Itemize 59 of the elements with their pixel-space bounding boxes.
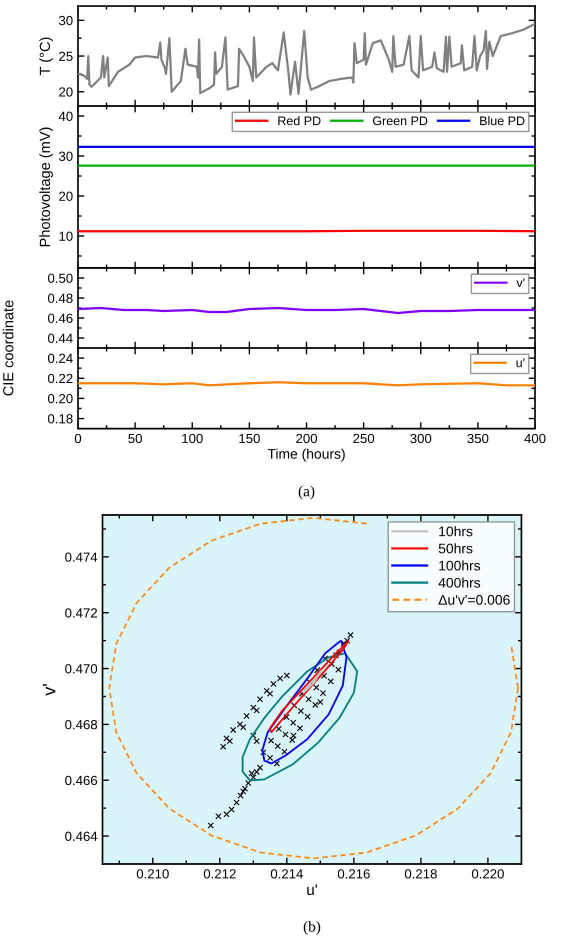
- y-tick-label: 30: [58, 16, 73, 26]
- x-tick-label: 300: [410, 434, 432, 444]
- y-tick-label: 0.18: [48, 414, 73, 424]
- x-tick-label: 150: [239, 434, 260, 444]
- x-tick-label: 350: [467, 434, 488, 444]
- y-tick-label: 0.464: [65, 832, 98, 841]
- x-tick-label: 100: [182, 434, 203, 444]
- legend-label: Green PD: [372, 116, 428, 126]
- legend-label: 100hrs: [439, 560, 480, 571]
- line-series: [242, 652, 358, 782]
- y-tick-label: 0.470: [65, 664, 98, 674]
- y-tick-label: 20: [59, 87, 73, 97]
- line-series: [261, 640, 348, 764]
- x-tick-label: 250: [353, 434, 374, 444]
- y-axis-title: v': [42, 684, 56, 696]
- legend-label: v': [516, 278, 524, 288]
- y-tick-label: 0.48: [48, 294, 73, 303]
- y-tick-label: 40: [58, 112, 73, 121]
- y-axis-title: CIE coordinate: [2, 300, 14, 396]
- x-tick-label: 0.216: [338, 869, 370, 879]
- y-tick-label: 0.466: [65, 776, 98, 786]
- legend-label: Δu'v'=0.006: [438, 594, 510, 605]
- legend-label: 50hrs: [438, 543, 472, 554]
- legend-label: Blue PD: [480, 116, 524, 126]
- y-tick-label: 0.22: [48, 374, 72, 384]
- x-axis-title: u': [307, 884, 317, 896]
- y-axis-title: Photovoltage (mV): [39, 128, 53, 246]
- legend-label: u': [516, 358, 524, 368]
- y-tick-label: 20: [59, 192, 73, 201]
- y-tick-label: 30: [58, 152, 73, 161]
- x-tick-label: 50: [128, 434, 142, 444]
- text: (a): [298, 486, 314, 500]
- x-tick-label: 0.212: [204, 869, 236, 879]
- y-tick-label: 0.472: [65, 608, 97, 618]
- y-tick-label: 0.50: [48, 274, 73, 283]
- y-tick-label: 0.44: [48, 334, 73, 343]
- x-axis-title: Time (hours): [268, 448, 345, 462]
- legend-label: 10hrs: [439, 526, 472, 536]
- y-tick-label: 0.24: [48, 354, 73, 364]
- x-tick-label: 400: [524, 434, 546, 444]
- y-axis-title: T (°C): [39, 38, 53, 76]
- x-tick-label: 0.218: [404, 869, 437, 879]
- y-tick-label: 0.468: [65, 720, 98, 730]
- line-series: [268, 640, 350, 734]
- text: (b): [304, 920, 320, 935]
- line-series: [302, 670, 322, 694]
- line-series: [78, 22, 536, 96]
- y-tick-label: 10: [59, 232, 73, 241]
- legend-label: Red PD: [278, 116, 320, 126]
- x-tick-label: 200: [296, 434, 318, 444]
- y-tick-label: 25: [59, 52, 73, 61]
- x-tick-label: 0.214: [270, 869, 303, 879]
- legend-label: 400hrs: [438, 577, 480, 588]
- y-tick-label: 0.46: [48, 314, 73, 323]
- x-tick-label: 0.210: [136, 869, 169, 879]
- y-tick-label: 0.474: [65, 552, 98, 562]
- y-tick-label: 0.20: [48, 394, 73, 404]
- x-tick-label: 0: [74, 434, 82, 444]
- x-tick-label: 0.220: [472, 869, 504, 879]
